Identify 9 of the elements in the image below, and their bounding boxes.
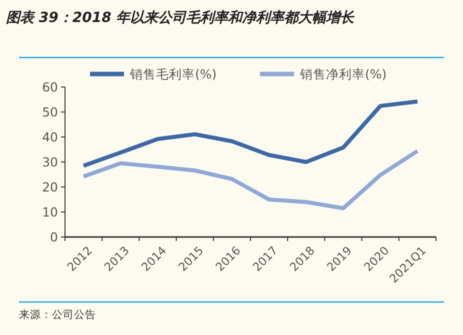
- annotation: 来源：公司公告: [19, 309, 96, 321]
- title: 图表 39：2018 年以来公司毛利率和净利率都大幅增长: [6, 10, 354, 26]
- ytick: 30: [42, 154, 58, 170]
- ytick: 40: [42, 130, 58, 144]
- ytick: 0: [50, 230, 58, 244]
- ytick: 50: [42, 104, 58, 120]
- ytick: 10: [42, 204, 58, 220]
- ytick: 60: [42, 80, 58, 94]
- ytick: 20: [42, 180, 58, 194]
